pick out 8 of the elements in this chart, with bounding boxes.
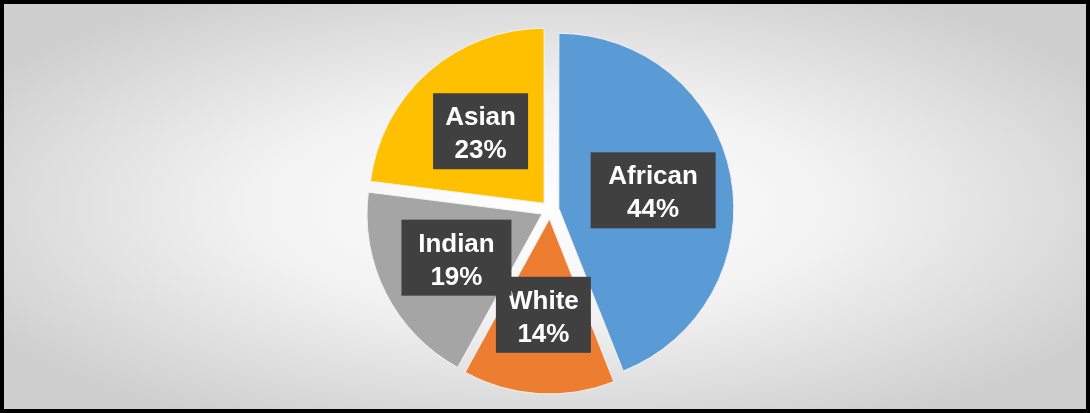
data-label: 44% xyxy=(627,193,680,224)
slice-label: African xyxy=(608,160,698,191)
slice-label: White xyxy=(508,284,579,315)
data-label: 14% xyxy=(517,317,570,348)
slice-label: Indian xyxy=(418,227,495,258)
data-label: 19% xyxy=(430,260,483,291)
data-label: 23% xyxy=(454,134,507,165)
slice-label: Asian xyxy=(445,101,516,132)
